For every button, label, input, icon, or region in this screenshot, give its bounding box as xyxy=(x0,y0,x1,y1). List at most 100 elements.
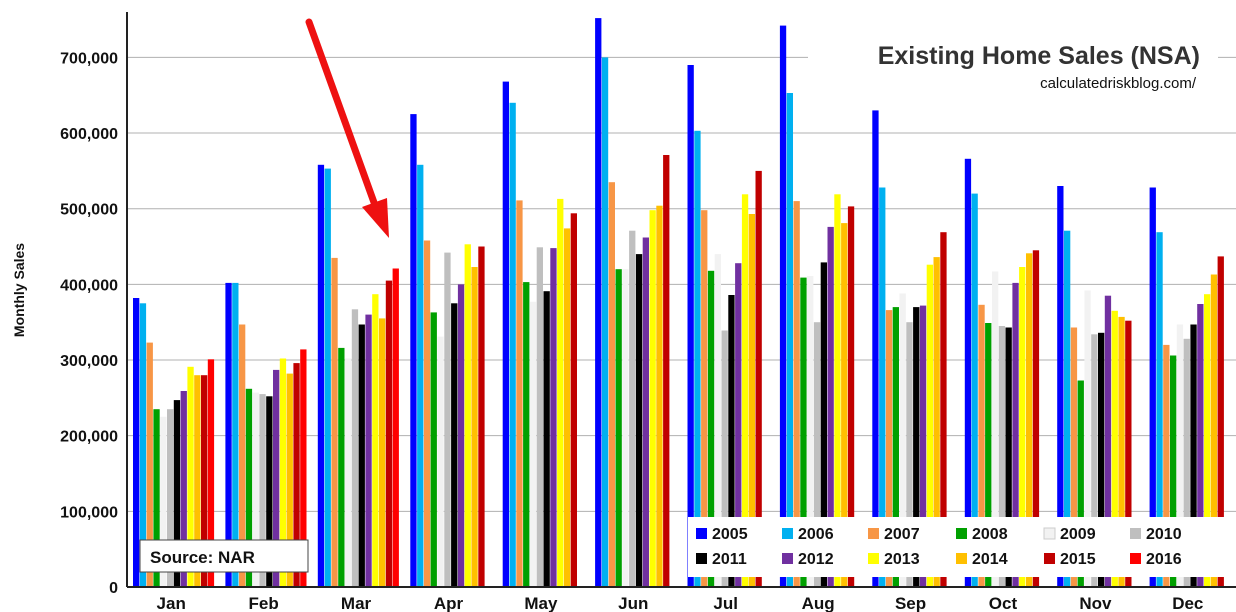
legend-swatch xyxy=(782,553,793,564)
bar-2010-apr xyxy=(444,252,451,587)
x-tick-label: Aug xyxy=(802,594,835,612)
bar-2011-jun xyxy=(635,254,643,587)
bar-2016-feb xyxy=(300,349,307,587)
bar-2015-jun xyxy=(663,155,670,587)
bar-2005-jun xyxy=(595,18,602,588)
bar-2015-may xyxy=(570,213,577,588)
bar-2013-mar xyxy=(372,294,379,587)
legend-label: 2013 xyxy=(884,551,920,568)
bar-2012-jan xyxy=(180,391,187,587)
bar-2008-sep xyxy=(892,307,899,587)
bar-2011-apr xyxy=(451,303,458,587)
x-tick-label: Dec xyxy=(1172,594,1203,612)
bar-2014-apr xyxy=(471,267,478,587)
x-tick-label: Jul xyxy=(713,594,738,612)
y-tick-label: 600,000 xyxy=(60,126,118,143)
bar-2014-mar xyxy=(379,318,386,587)
bar-2009-jul xyxy=(714,254,721,587)
bar-2011-oct xyxy=(1005,327,1012,587)
bar-2008-mar xyxy=(338,347,345,587)
bar-2012-mar xyxy=(365,314,372,587)
legend-swatch xyxy=(1043,527,1056,540)
bar-2009-jun xyxy=(622,269,629,587)
bar-2013-may xyxy=(557,198,564,587)
bar-2009-jan xyxy=(160,416,167,587)
y-tick-label: 400,000 xyxy=(60,277,118,294)
bar-2014-feb xyxy=(286,373,293,587)
bar-2013-jan xyxy=(187,366,194,587)
bar-2006-feb xyxy=(232,282,239,587)
bar-2014-jun xyxy=(656,205,663,587)
bar-2011-dec xyxy=(1190,324,1197,587)
chart-subtitle: calculatedriskblog.com/ xyxy=(1040,75,1197,92)
bar-2005-may xyxy=(502,81,509,587)
bar-2011-feb xyxy=(266,396,273,587)
bar-2013-nov xyxy=(1111,310,1118,587)
legend-swatch xyxy=(782,528,793,539)
bar-2005-apr xyxy=(410,114,417,587)
legend-label: 2016 xyxy=(1146,551,1182,568)
legend-swatch xyxy=(868,528,879,539)
bar-2014-oct xyxy=(1026,253,1033,588)
bar-2010-feb xyxy=(259,394,266,587)
x-tick-label: Mar xyxy=(341,594,372,612)
bar-2012-jul xyxy=(735,263,742,587)
bar-2006-aug xyxy=(786,93,793,587)
bar-2012-dec xyxy=(1197,304,1204,587)
bar-2013-jul xyxy=(741,194,749,588)
bar-2007-jun xyxy=(608,182,615,587)
bar-2012-nov xyxy=(1104,295,1112,587)
bar-2009-apr xyxy=(437,336,444,587)
bar-2006-jul xyxy=(694,130,701,588)
gridlines xyxy=(127,56,1236,512)
bar-2015-aug xyxy=(847,206,855,587)
legend-label: 2014 xyxy=(972,551,1008,568)
red-arrow-annotation xyxy=(305,18,389,238)
bar-2007-oct xyxy=(978,304,985,587)
bar-2013-feb xyxy=(279,358,287,587)
bar-2006-jun xyxy=(601,57,609,587)
legend-swatch xyxy=(1130,528,1141,539)
x-tick-label: Oct xyxy=(989,594,1018,612)
bar-2006-mar xyxy=(324,168,331,587)
bars xyxy=(133,18,1224,588)
bar-2013-apr xyxy=(464,244,471,588)
bar-2005-jan xyxy=(133,298,140,587)
bar-2010-oct xyxy=(998,326,1006,587)
legend-label: 2008 xyxy=(972,526,1008,543)
bar-2015-apr xyxy=(478,246,485,587)
x-tick-label: May xyxy=(524,594,558,612)
bar-2007-dec xyxy=(1163,344,1170,587)
bar-2014-may xyxy=(563,228,571,587)
bar-2014-jan xyxy=(194,375,201,587)
legend-label: 2011 xyxy=(712,551,747,568)
legend xyxy=(688,517,1228,577)
legend-swatch xyxy=(956,528,967,539)
bar-2010-jul xyxy=(721,330,728,587)
legend-swatch xyxy=(868,553,879,564)
bar-2007-apr xyxy=(423,240,431,587)
bar-2005-sep xyxy=(872,110,879,588)
bar-2007-may xyxy=(516,200,523,587)
bar-2010-jan xyxy=(167,409,174,587)
bar-2012-feb xyxy=(273,369,280,587)
bar-2008-nov xyxy=(1077,380,1084,587)
bar-2008-aug xyxy=(800,277,807,587)
legend-label: 2012 xyxy=(798,551,834,568)
bar-2013-oct xyxy=(1019,267,1026,587)
bar-2013-jun xyxy=(649,210,656,587)
bar-2007-sep xyxy=(885,310,893,587)
source-label: Source: NAR xyxy=(150,548,255,567)
legend-items: 2005 2006 2007 2008 2009 2010 2011 2012 2013 2014… xyxy=(696,526,1182,568)
bar-2009-may xyxy=(529,301,537,587)
bar-2015-mar xyxy=(385,280,393,587)
y-tick-label: 100,000 xyxy=(60,504,118,521)
bar-2008-dec xyxy=(1170,355,1177,587)
title-box xyxy=(808,32,1218,98)
bar-2005-jul xyxy=(687,65,694,587)
y-axis-label: Monthly Sales xyxy=(11,243,27,337)
bar-2010-mar xyxy=(351,309,359,587)
source-box xyxy=(139,539,309,573)
bar-2007-feb xyxy=(239,324,246,587)
x-tick-label: Apr xyxy=(434,594,464,612)
